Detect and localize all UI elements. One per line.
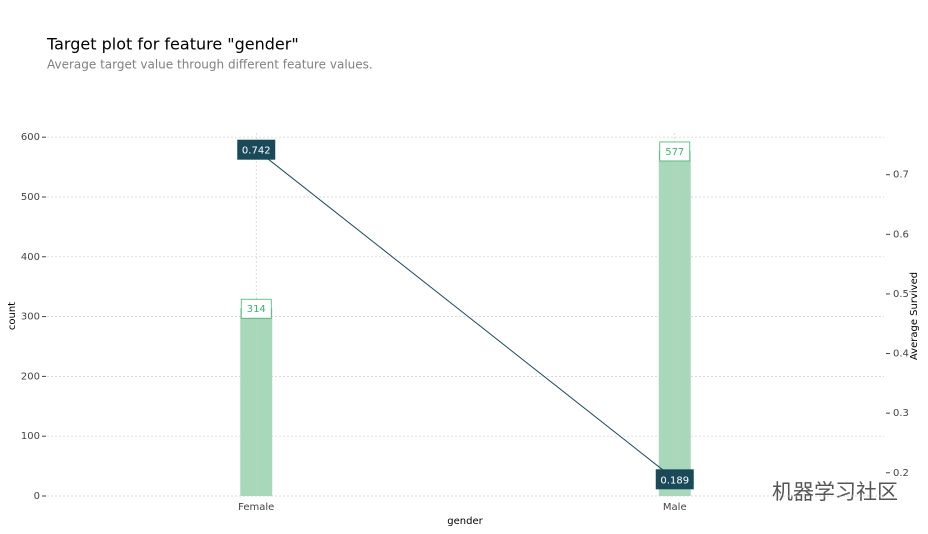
point-label-box xyxy=(655,469,694,490)
x-tick-label: Male xyxy=(663,502,687,513)
y-tick-label: 100 xyxy=(21,431,40,442)
bar-label-box xyxy=(240,298,272,319)
point-label-box xyxy=(237,139,276,160)
y2-tick-label: 0.6 xyxy=(893,229,909,240)
chart-subtitle: Average target value through different f… xyxy=(47,58,373,72)
y2-tick-label: 0.5 xyxy=(893,289,909,300)
x-tick-label: Female xyxy=(238,502,274,513)
line xyxy=(255,149,676,480)
chart-title: Target plot for feature "gender" xyxy=(46,35,299,54)
bar-label: 314 xyxy=(247,304,266,315)
y-tick-label: 300 xyxy=(21,312,40,323)
x-axis-label: gender xyxy=(447,516,483,527)
y2-tick-label: 0.2 xyxy=(893,468,909,479)
y2-tick-label: 0.3 xyxy=(893,408,909,419)
y2-tick-label: 0.7 xyxy=(893,170,909,181)
y2-axis-label: Average Survived xyxy=(909,272,920,360)
point-label: 0.742 xyxy=(242,146,271,157)
bar-label-box xyxy=(659,141,691,162)
y-tick-label: 0 xyxy=(34,491,40,502)
bar-label: 577 xyxy=(665,147,684,158)
y-tick-label: 500 xyxy=(21,192,40,203)
point-label: 0.189 xyxy=(660,475,689,486)
y2-tick-label: 0.4 xyxy=(893,349,909,360)
y-tick-label: 400 xyxy=(21,252,40,263)
y-axis-label: count xyxy=(7,302,18,330)
watermark: 机器学习社区 xyxy=(772,480,898,504)
y-tick-label: 600 xyxy=(21,132,40,143)
y-tick-label: 200 xyxy=(21,371,40,382)
